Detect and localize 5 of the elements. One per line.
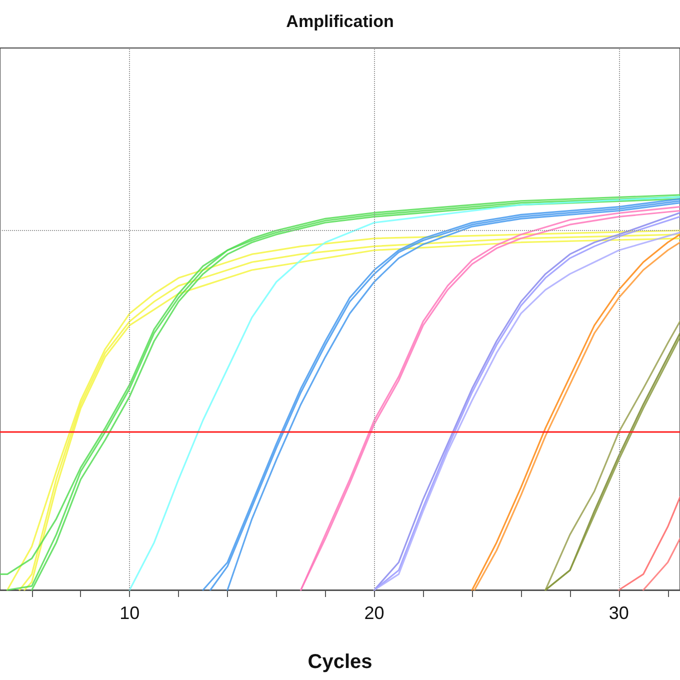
- x-tick-label: 10: [120, 603, 140, 623]
- chart-title: Amplification: [286, 12, 394, 31]
- x-tick-label: 30: [608, 603, 629, 623]
- x-tick-label: 20: [364, 603, 384, 623]
- x-axis-title: Cycles: [308, 651, 372, 673]
